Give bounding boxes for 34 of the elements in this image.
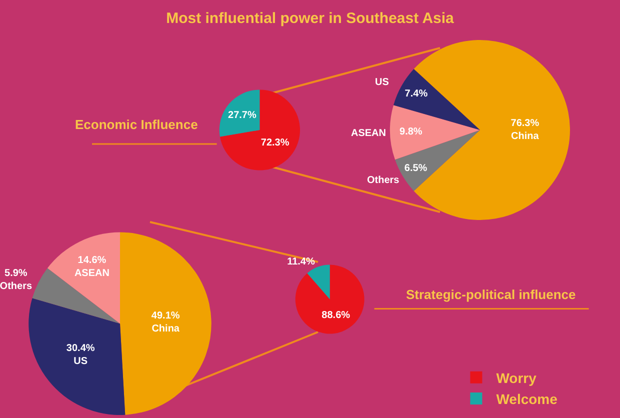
slice-label: ASEAN (74, 268, 110, 279)
data-label: 76.3% (510, 118, 540, 129)
pie-slice (28, 298, 126, 415)
data-label: 9.8% (400, 126, 422, 138)
pie-slice (120, 232, 212, 415)
pie-slice (295, 264, 364, 334)
legend-label: Worry (496, 370, 537, 386)
text: Economic Influence (75, 117, 198, 132)
data-label: 11.4% (287, 256, 315, 268)
pie-slice (47, 232, 120, 324)
pie-slice (390, 105, 480, 160)
data-label: 14.6% (78, 254, 106, 266)
slice-label: US (74, 356, 88, 367)
pie-slice (32, 268, 120, 324)
slice-label: ASEAN (351, 128, 386, 139)
legend-label: Welcome (496, 391, 558, 408)
slice-label: China (511, 131, 540, 142)
chart-title: Most influential power in Southeast Asia (165, 10, 455, 27)
data-label: 6.5% (404, 162, 428, 174)
data-label: 88.6% (322, 310, 350, 321)
data-label: 5.9% (4, 268, 28, 279)
data-label: 30.4% (66, 342, 95, 354)
slice-label: Others (367, 175, 400, 186)
pie-slice (307, 264, 330, 300)
slice-label: Others (0, 280, 32, 292)
pie-slice (220, 90, 300, 170)
data-label: 27.7% (228, 110, 256, 121)
pie-slice (219, 90, 260, 137)
slice-label: US (375, 77, 390, 88)
slice-label: China (152, 323, 180, 334)
data-label: 7.4% (404, 88, 428, 100)
text: Strategic-political influence (406, 287, 576, 302)
data-label: 49.1% (151, 310, 180, 322)
data-label: 72.3% (260, 137, 290, 148)
